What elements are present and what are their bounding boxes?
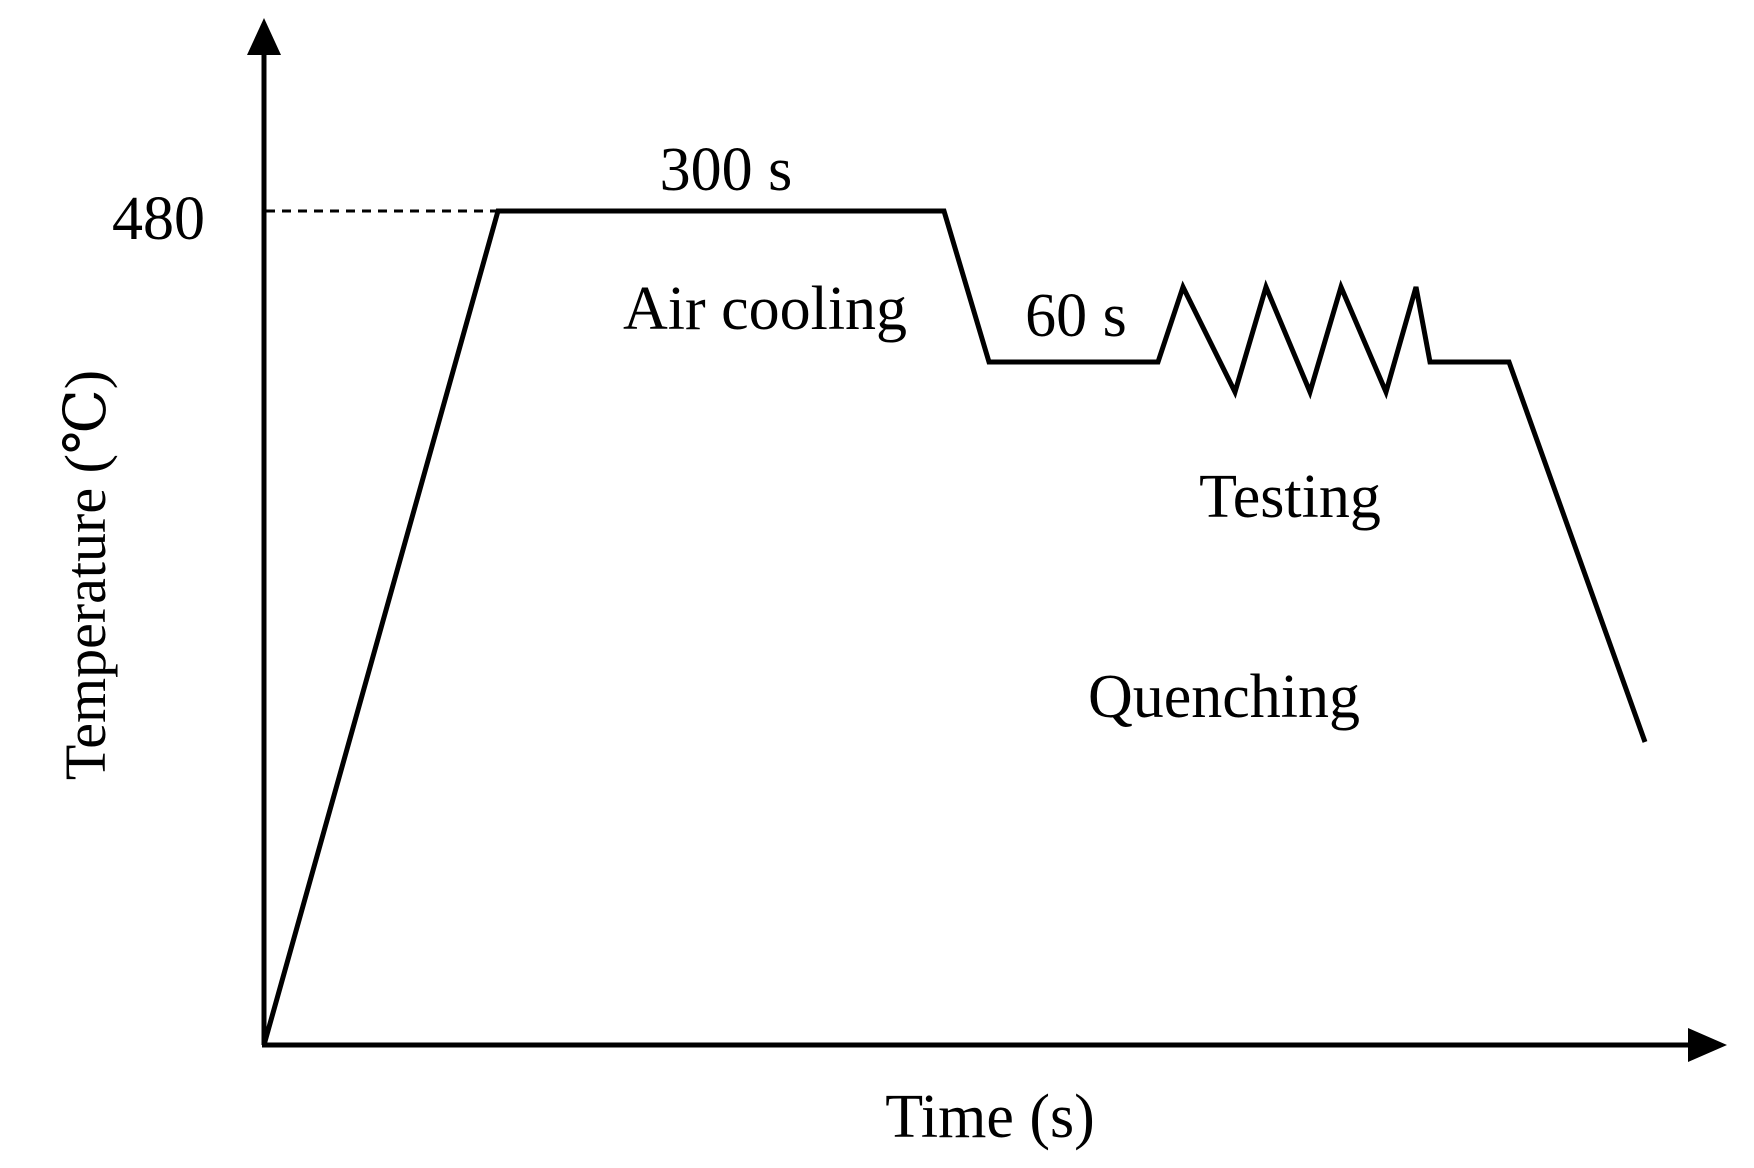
x-axis-label: Time (s) [885,1083,1095,1151]
air-cooling-label: Air cooling [623,275,907,343]
y-axis-arrowhead [247,18,281,55]
y-tick-label: 480 [112,185,205,253]
testing-label: Testing [1199,463,1381,531]
temperature-profile-line [261,208,1648,1046]
quenching-label: Quenching [1088,663,1360,731]
hold-300s-label: 300 s [660,136,793,204]
hold-60s-label: 60 s [1025,282,1127,350]
y-axis-label: Temperature (℃) [53,370,118,780]
x-axis-arrowhead [1688,1028,1727,1062]
